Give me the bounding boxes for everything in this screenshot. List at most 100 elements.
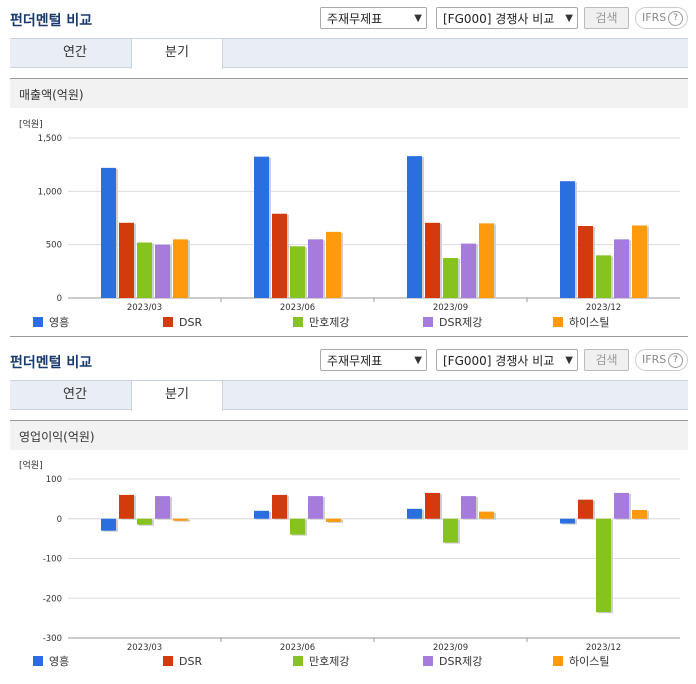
y-tick-label: -300 xyxy=(43,634,62,644)
legend-label: DSR xyxy=(179,316,202,329)
statement-select-value: 주재무제표 xyxy=(327,12,383,26)
bar xyxy=(173,239,188,298)
y-tick-label: 1,500 xyxy=(38,134,62,144)
peer-select[interactable]: [FG000] 경쟁사 비교 ▼ xyxy=(436,349,578,371)
x-tick-label: 2023/03 xyxy=(127,303,162,313)
sales-chart: [억원] 0 500 1,000 1,500 2023/03 2023/06 2023/09 2… xyxy=(19,118,680,329)
section-header: 영업이익(억원) xyxy=(10,420,688,450)
legend-label: 영흥 xyxy=(49,654,69,668)
legend-label: 영흥 xyxy=(49,315,69,329)
legend-swatch xyxy=(33,317,43,327)
x-tick-label: 2023/09 xyxy=(433,303,468,313)
panel-title: 펀더멘털 비교 xyxy=(10,13,93,29)
bar xyxy=(596,518,611,613)
ifrs-label: IFRS xyxy=(642,353,667,366)
fundamental-panel-sales: 펀더멘털 비교 주재무제표 ▼ [FG000] 경쟁사 비교 ▼ 검색 IFRS… xyxy=(0,2,696,340)
ifrs-button[interactable]: IFRS ? xyxy=(635,349,688,371)
legend-swatch xyxy=(423,317,433,327)
peer-select[interactable]: [FG000] 경쟁사 비교 ▼ xyxy=(436,7,578,29)
section-title: 영업이익(억원) xyxy=(19,430,95,444)
bar xyxy=(560,181,575,298)
bar xyxy=(173,518,188,521)
legend-swatch xyxy=(163,656,173,666)
legend-swatch xyxy=(293,317,303,327)
bar xyxy=(290,518,305,535)
section-title: 매출액(억원) xyxy=(19,88,84,102)
search-button[interactable]: 검색 xyxy=(584,349,629,371)
tab-quarterly[interactable]: 분기 xyxy=(131,38,223,69)
legend-swatch xyxy=(163,317,173,327)
y-tick-label: -100 xyxy=(43,555,62,565)
bar xyxy=(443,258,458,298)
panel-header: 펀더멘털 비교 주재무제표 ▼ [FG000] 경쟁사 비교 ▼ 검색 IFRS… xyxy=(0,2,696,36)
bar xyxy=(425,492,440,519)
legend-swatch xyxy=(553,656,563,666)
legend-label: 하이스틸 xyxy=(569,654,609,668)
bar xyxy=(578,499,593,519)
bar xyxy=(155,496,170,519)
bar xyxy=(443,518,458,543)
legend-label: DSR제강 xyxy=(439,316,482,329)
divider xyxy=(10,336,688,337)
bar xyxy=(254,510,269,519)
statement-select[interactable]: 주재무제표 ▼ xyxy=(320,7,427,29)
fundamental-panel-op-income: 펀더멘털 비교 주재무제표 ▼ [FG000] 경쟁사 비교 ▼ 검색 IFRS… xyxy=(0,344,696,684)
bar xyxy=(632,510,647,519)
bar xyxy=(119,222,134,298)
tab-quarterly[interactable]: 분기 xyxy=(131,380,223,411)
search-button[interactable]: 검색 xyxy=(584,7,629,29)
legend-label: 만호제강 xyxy=(309,655,349,668)
tab-annual[interactable]: 연간 xyxy=(63,45,87,60)
bar xyxy=(479,223,494,298)
bar xyxy=(290,246,305,298)
unit-label: [억원] xyxy=(19,459,43,471)
panel-title: 펀더멘털 비교 xyxy=(10,355,93,371)
bar xyxy=(425,222,440,298)
bar xyxy=(137,242,152,298)
x-tick-label: 2023/12 xyxy=(586,303,621,313)
period-tabs: 연간 분기 xyxy=(10,38,688,69)
bar xyxy=(326,231,341,298)
legend-label: 하이스틸 xyxy=(569,315,609,329)
legend-swatch xyxy=(293,656,303,666)
bar xyxy=(155,244,170,298)
legend-swatch xyxy=(553,317,563,327)
bar xyxy=(326,518,341,522)
y-tick-label: 500 xyxy=(46,241,62,251)
chevron-down-icon: ▼ xyxy=(414,355,422,366)
bar xyxy=(101,167,116,298)
bar xyxy=(632,225,647,298)
bar xyxy=(119,494,134,519)
statement-select-value: 주재무제표 xyxy=(327,354,383,368)
unit-label: [억원] xyxy=(19,118,43,130)
tab-annual[interactable]: 연간 xyxy=(63,387,87,402)
bar xyxy=(461,496,476,519)
legend-swatch xyxy=(423,656,433,666)
bar xyxy=(272,494,287,519)
help-icon[interactable]: ? xyxy=(668,353,683,368)
chevron-down-icon: ▼ xyxy=(565,355,573,366)
legend-label: 만호제강 xyxy=(309,316,349,329)
chevron-down-icon: ▼ xyxy=(565,13,573,24)
bar xyxy=(272,213,287,298)
statement-select[interactable]: 주재무제표 ▼ xyxy=(320,349,427,371)
period-tabs: 연간 분기 xyxy=(10,380,688,411)
x-tick-label: 2023/06 xyxy=(280,303,315,313)
bar xyxy=(308,496,323,519)
bar xyxy=(560,518,575,524)
bar xyxy=(407,508,422,519)
x-tick-label: 2023/06 xyxy=(280,643,315,653)
y-tick-label: -200 xyxy=(43,594,62,604)
bar xyxy=(596,255,611,298)
ifrs-button[interactable]: IFRS ? xyxy=(635,7,688,29)
y-tick-label: 100 xyxy=(46,475,62,485)
bar xyxy=(614,239,629,298)
panel-header: 펀더멘털 비교 주재무제표 ▼ [FG000] 경쟁사 비교 ▼ 검색 IFRS… xyxy=(0,344,696,378)
x-tick-label: 2023/12 xyxy=(586,643,621,653)
ifrs-label: IFRS xyxy=(642,11,667,24)
x-tick-label: 2023/03 xyxy=(127,643,162,653)
legend-label: DSR제강 xyxy=(439,655,482,668)
bar xyxy=(101,518,116,531)
bar xyxy=(407,156,422,298)
help-icon[interactable]: ? xyxy=(668,11,683,26)
